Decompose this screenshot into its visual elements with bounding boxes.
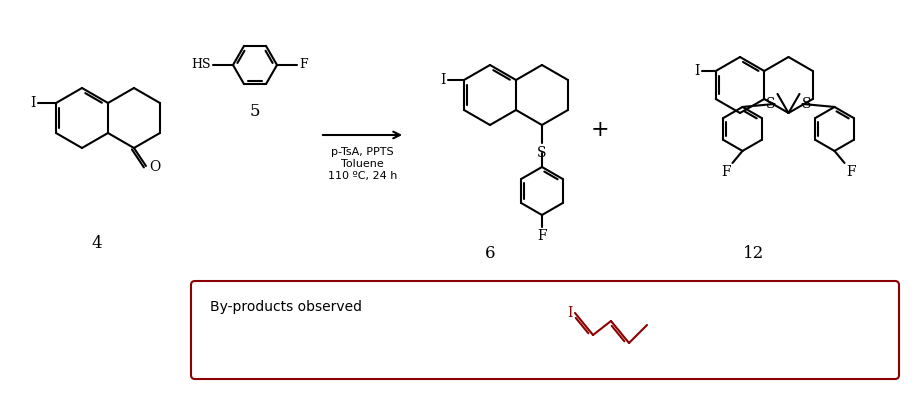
Text: F: F bbox=[299, 59, 308, 72]
Text: I: I bbox=[30, 96, 36, 110]
Text: 12: 12 bbox=[744, 245, 765, 262]
Text: S: S bbox=[766, 97, 775, 111]
Text: 4: 4 bbox=[91, 235, 103, 252]
Text: p-TsA, PPTS: p-TsA, PPTS bbox=[331, 147, 394, 157]
Text: S: S bbox=[801, 97, 811, 111]
Text: S: S bbox=[537, 146, 547, 160]
Text: 5: 5 bbox=[249, 103, 261, 120]
Text: F: F bbox=[537, 229, 547, 243]
Text: I: I bbox=[567, 306, 573, 320]
Text: +: + bbox=[590, 119, 609, 141]
Text: Toluene: Toluene bbox=[341, 159, 383, 169]
Text: By-products observed: By-products observed bbox=[210, 300, 362, 314]
Text: I: I bbox=[441, 73, 446, 87]
Text: 110 ºC, 24 h: 110 ºC, 24 h bbox=[328, 171, 397, 181]
Text: F: F bbox=[846, 165, 857, 179]
Text: F: F bbox=[721, 165, 731, 179]
FancyBboxPatch shape bbox=[191, 281, 899, 379]
Text: I: I bbox=[694, 64, 699, 78]
Text: 6: 6 bbox=[485, 245, 495, 262]
Text: HS: HS bbox=[191, 59, 211, 72]
Text: O: O bbox=[149, 160, 160, 174]
